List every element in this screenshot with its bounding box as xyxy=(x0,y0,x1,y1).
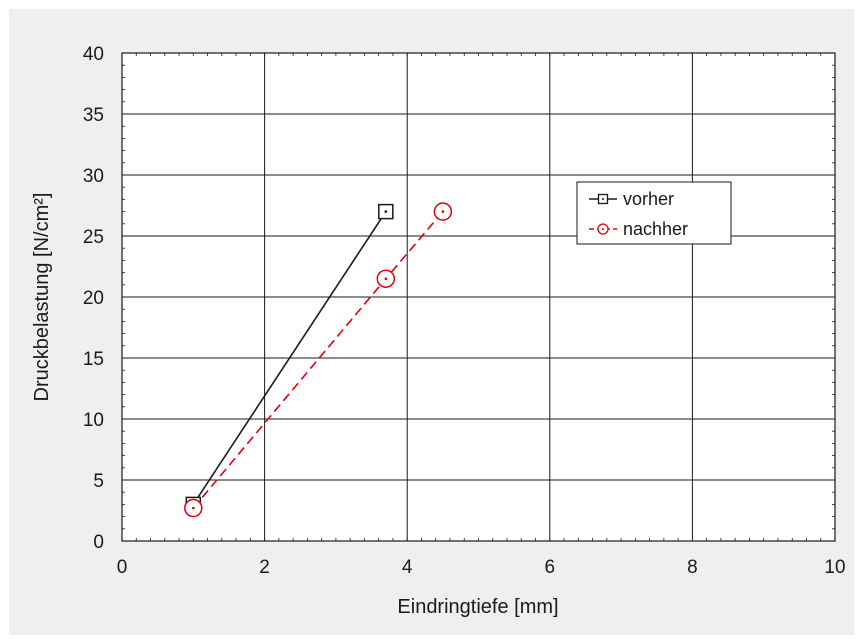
legend: vorher nachher xyxy=(576,181,732,245)
x-tick-label: 4 xyxy=(402,557,413,578)
marker-dot xyxy=(441,210,445,213)
data-point-nachher xyxy=(433,202,453,221)
legend-box xyxy=(576,181,732,245)
data-series xyxy=(184,202,453,518)
y-tick-label: 20 xyxy=(83,288,104,309)
legend-label-vorher: vorher xyxy=(623,189,674,209)
data-point-nachher xyxy=(184,498,203,518)
series-line-vorher xyxy=(192,211,387,505)
y-tick-label: 40 xyxy=(83,44,104,65)
marker-dot xyxy=(192,506,195,510)
tick-labels: 0 2 4 6 8 10 0 5 10 15 20 25 30 35 40 xyxy=(83,44,846,578)
x-tick-label: 0 xyxy=(117,557,128,578)
y-tick-label: 35 xyxy=(83,105,104,126)
legend-marker-dot xyxy=(602,228,604,230)
y-axis-title: Druckbelastung [N/cm²] xyxy=(31,193,53,402)
x-tick-label: 6 xyxy=(545,557,556,578)
y-tick-label: 0 xyxy=(93,532,104,553)
y-tick-label: 10 xyxy=(83,410,104,431)
y-tick-label: 25 xyxy=(83,227,104,248)
marker-dot xyxy=(384,210,388,213)
data-point-vorher xyxy=(378,203,394,220)
x-tick-label: 2 xyxy=(259,557,270,578)
y-tick-label: 15 xyxy=(83,349,104,370)
x-axis-title: Eindringtiefe [mm] xyxy=(397,596,558,618)
legend-marker-dot xyxy=(602,198,604,200)
marker-dot xyxy=(384,277,388,281)
legend-entry-nachher: nachher xyxy=(589,219,688,239)
legend-entry-vorher: vorher xyxy=(589,189,674,209)
x-tick-label: 10 xyxy=(824,557,845,578)
y-tick-label: 5 xyxy=(93,471,104,492)
legend-label-nachher: nachher xyxy=(623,219,688,239)
y-tick-label: 30 xyxy=(83,166,104,187)
legend-marker-nachher xyxy=(597,223,609,235)
x-tick-label: 8 xyxy=(687,557,698,578)
legend-marker-vorher xyxy=(597,193,609,205)
data-point-nachher xyxy=(376,269,396,288)
plot-border xyxy=(121,52,836,542)
